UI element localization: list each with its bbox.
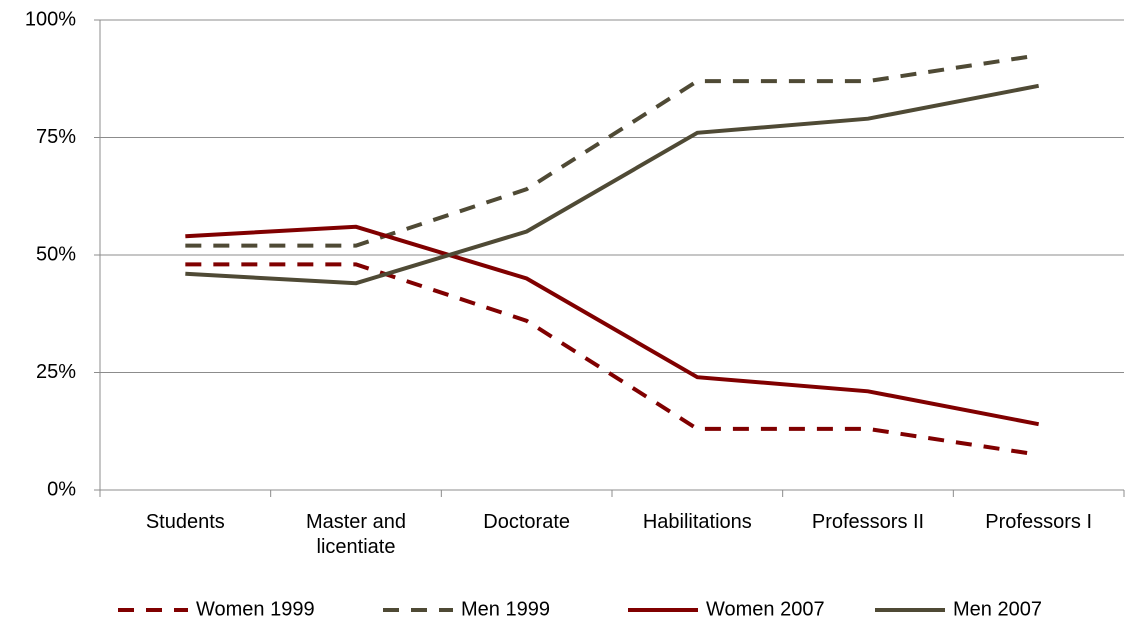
- x-tick-label: Master and licentiate: [305, 511, 407, 558]
- y-tick-label: 100%: [25, 8, 76, 30]
- series-line: [185, 224, 1040, 427]
- x-tick-label: Professors I: [985, 511, 1092, 533]
- y-tick-label: 50%: [36, 243, 76, 265]
- series-line: [185, 53, 1039, 248]
- legend-label: Men 1999: [461, 598, 550, 620]
- y-tick-label: 75%: [36, 126, 76, 148]
- series-line: [185, 262, 1039, 457]
- legend-label: Men 2007: [953, 598, 1042, 620]
- y-tick-label: 25%: [36, 361, 76, 383]
- x-tick-label: Students: [145, 511, 225, 533]
- x-tick-label: Professors II: [811, 511, 925, 533]
- series-line: [185, 83, 1040, 286]
- x-tick-label: Habilitations: [642, 511, 752, 533]
- legend-label: Women 1999: [196, 598, 315, 620]
- legend-label: Women 2007: [706, 598, 825, 620]
- x-tick-label: Doctorate: [483, 511, 571, 533]
- y-tick-label: 0%: [47, 478, 76, 500]
